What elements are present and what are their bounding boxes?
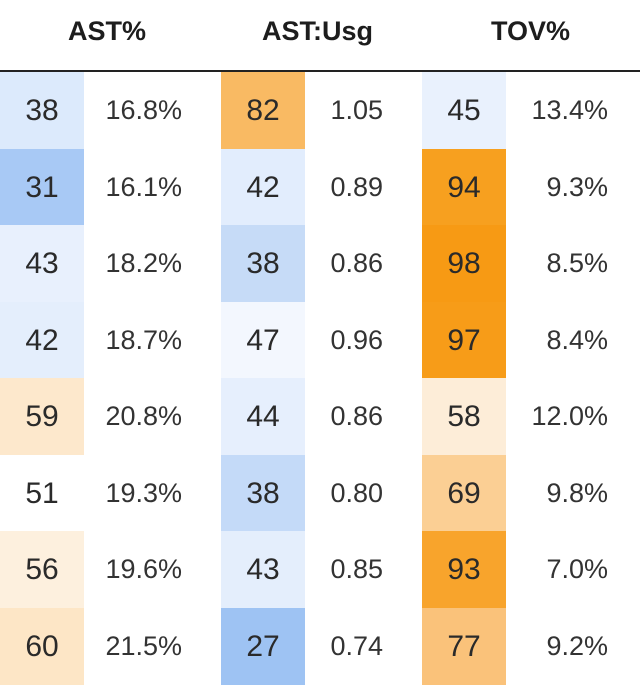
header-ast-usg: AST:Usg xyxy=(262,16,374,46)
tov-pct-value-cell: 9.3% xyxy=(546,171,608,202)
ast-pct-percentile-cell: 43 xyxy=(0,225,84,302)
ast-pct-percentile-cell: 59 xyxy=(0,378,84,455)
tov-pct-percentile-cell: 45 xyxy=(422,72,506,149)
ast-pct-percentile-cell: 60 xyxy=(0,607,84,685)
table-row: 42 18.7% 47 0.96 97 8.4% xyxy=(0,301,640,379)
ast-usg-percentile-cell: 82 xyxy=(221,72,305,149)
ast-pct-percentile-cell: 42 xyxy=(0,301,84,379)
tov-pct-percentile-cell: 98 xyxy=(422,225,506,302)
tov-pct-value-cell: 9.8% xyxy=(546,477,608,508)
ast-usg-percentile-cell: 38 xyxy=(221,454,305,532)
tov-pct-value-cell: 7.0% xyxy=(546,554,608,584)
tov-pct-percentile-cell: 77 xyxy=(422,607,506,685)
ast-usg-value-cell: 0.89 xyxy=(330,171,383,202)
ast-usg-value-cell: 0.86 xyxy=(330,248,383,278)
ast-usg-percentile-cell: 27 xyxy=(221,607,305,685)
tov-pct-percentile-cell: 58 xyxy=(422,378,506,455)
header-tov-pct: TOV% xyxy=(491,16,571,46)
ast-pct-value-cell: 16.8% xyxy=(105,95,182,125)
header-ast-pct: AST% xyxy=(68,16,147,46)
ast-pct-percentile-cell: 31 xyxy=(0,148,84,226)
ast-pct-value-cell: 20.8% xyxy=(105,401,182,431)
ast-pct-percentile-cell: 56 xyxy=(0,531,84,608)
tov-pct-percentile-cell: 93 xyxy=(422,531,506,608)
table-row: 60 21.5% 27 0.74 77 9.2% xyxy=(0,607,640,685)
ast-usg-value-cell: 0.86 xyxy=(330,401,383,431)
table-row: 38 16.8% 82 1.05 45 13.4% xyxy=(0,72,640,149)
table-header: AST% AST:Usg TOV% xyxy=(0,0,640,70)
ast-usg-percentile-cell: 43 xyxy=(221,531,305,608)
tov-pct-value-cell: 9.2% xyxy=(546,630,608,661)
ast-usg-percentile-cell: 44 xyxy=(221,378,305,455)
ast-pct-value-cell: 19.6% xyxy=(105,554,182,584)
table-row: 56 19.6% 43 0.85 93 7.0% xyxy=(0,531,640,608)
ast-pct-value-cell: 18.2% xyxy=(105,248,182,278)
ast-usg-percentile-cell: 38 xyxy=(221,225,305,302)
ast-pct-percentile-cell: 38 xyxy=(0,72,84,149)
ast-pct-value-cell: 21.5% xyxy=(105,630,182,661)
ast-usg-value-cell: 0.74 xyxy=(330,630,383,661)
ast-pct-percentile-cell: 51 xyxy=(0,454,84,532)
ast-usg-value-cell: 1.05 xyxy=(330,95,383,125)
table-row: 51 19.3% 38 0.80 69 9.8% xyxy=(0,454,640,532)
tov-pct-value-cell: 13.4% xyxy=(531,95,608,125)
ast-pct-value-cell: 16.1% xyxy=(105,171,182,202)
header-divider xyxy=(0,70,640,72)
tov-pct-percentile-cell: 97 xyxy=(422,301,506,379)
ast-usg-percentile-cell: 47 xyxy=(221,301,305,379)
ast-pct-value-cell: 18.7% xyxy=(105,324,182,355)
ast-usg-value-cell: 0.85 xyxy=(330,554,383,584)
ast-usg-percentile-cell: 42 xyxy=(221,148,305,226)
ast-pct-value-cell: 19.3% xyxy=(105,477,182,508)
tov-pct-value-cell: 12.0% xyxy=(531,401,608,431)
tov-pct-value-cell: 8.4% xyxy=(546,324,608,355)
table-row: 43 18.2% 38 0.86 98 8.5% xyxy=(0,225,640,302)
tov-pct-percentile-cell: 94 xyxy=(422,148,506,226)
tov-pct-value-cell: 8.5% xyxy=(546,248,608,278)
tov-pct-percentile-cell: 69 xyxy=(422,454,506,532)
table-row: 31 16.1% 42 0.89 94 9.3% xyxy=(0,148,640,226)
ast-usg-value-cell: 0.80 xyxy=(330,477,383,508)
table-row: 59 20.8% 44 0.86 58 12.0% xyxy=(0,378,640,455)
ast-usg-value-cell: 0.96 xyxy=(330,324,383,355)
